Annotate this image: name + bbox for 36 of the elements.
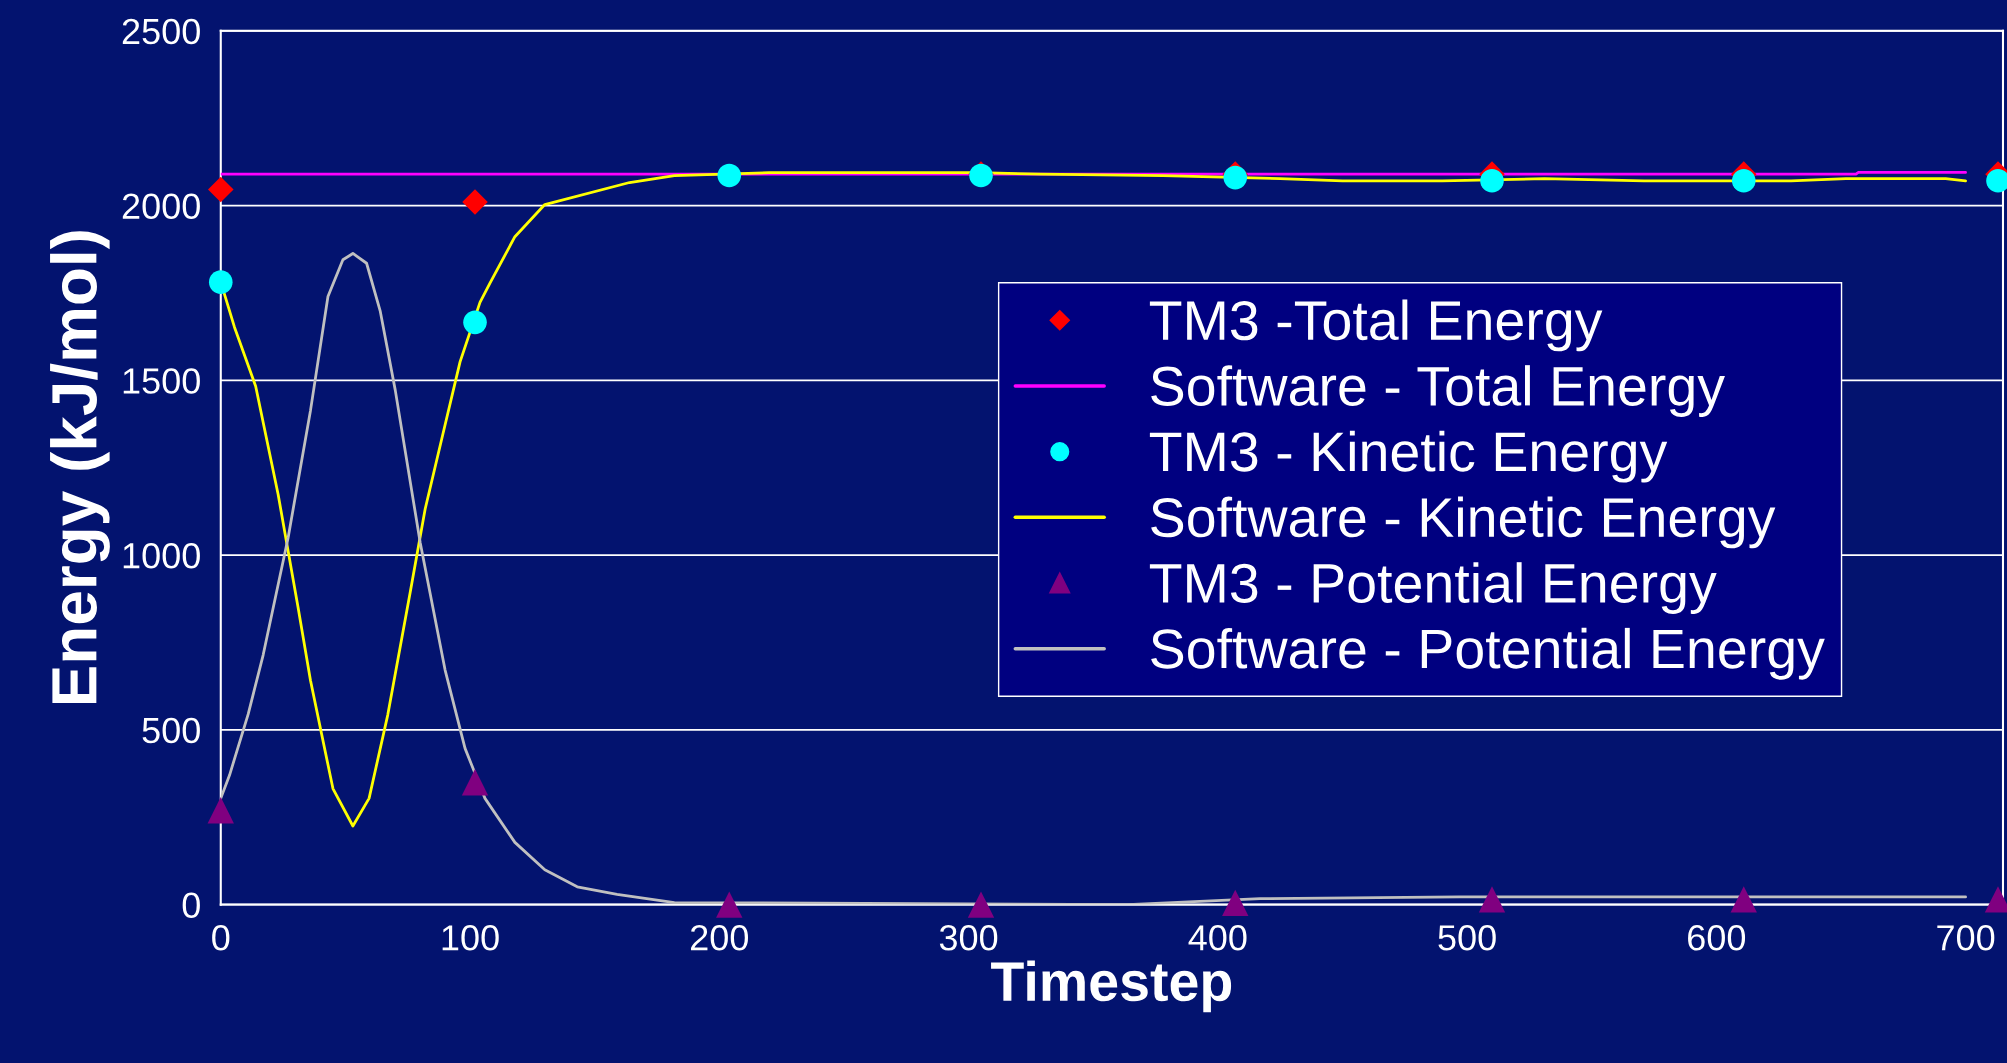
legend-label: Software - Total Energy	[1151, 365, 1725, 417]
y-tick-label: 0	[182, 892, 200, 919]
point	[967, 891, 995, 918]
x-tick-label: 100	[442, 925, 499, 951]
y-axis-title: Energy (kJ/mol)	[50, 231, 110, 704]
y-tick-label: 1500	[123, 368, 200, 394]
point	[1478, 886, 1506, 913]
point	[1480, 168, 1504, 193]
y-tick-label: 1000	[123, 542, 200, 569]
x-tick-label: 600	[1688, 925, 1746, 951]
x-tick-label: 200	[690, 925, 749, 951]
x-axis-title: Timestep	[991, 960, 1232, 1013]
y-tick-label: 500	[142, 717, 200, 744]
point	[1731, 168, 1756, 193]
legend-label: Software - Kinetic Energy	[1151, 496, 1776, 549]
point	[463, 310, 487, 335]
point	[208, 270, 233, 294]
x-tick-label: 400	[1188, 925, 1247, 951]
point	[207, 797, 234, 824]
x-tick-label: 0	[212, 925, 230, 951]
x-tick-label: 300	[939, 925, 998, 951]
point	[716, 891, 743, 918]
point	[717, 163, 742, 188]
legend-label: TM3 - Kinetic Energy	[1149, 430, 1668, 483]
point	[1222, 889, 1249, 917]
legend-label: TM3 -Total Energy	[1149, 299, 1603, 352]
y-tick-label: 2000	[122, 193, 200, 220]
legend-label: TM3 - Potential Energy	[1149, 562, 1717, 614]
point	[1730, 886, 1757, 913]
point	[208, 176, 234, 203]
x-tick-label: 500	[1438, 925, 1496, 951]
point	[462, 189, 488, 215]
point	[461, 769, 489, 796]
x-tick-label: 700	[1937, 925, 1995, 951]
y-tick-label: 2500	[122, 18, 200, 45]
legend-label: Software - Potential Energy	[1151, 627, 1825, 680]
